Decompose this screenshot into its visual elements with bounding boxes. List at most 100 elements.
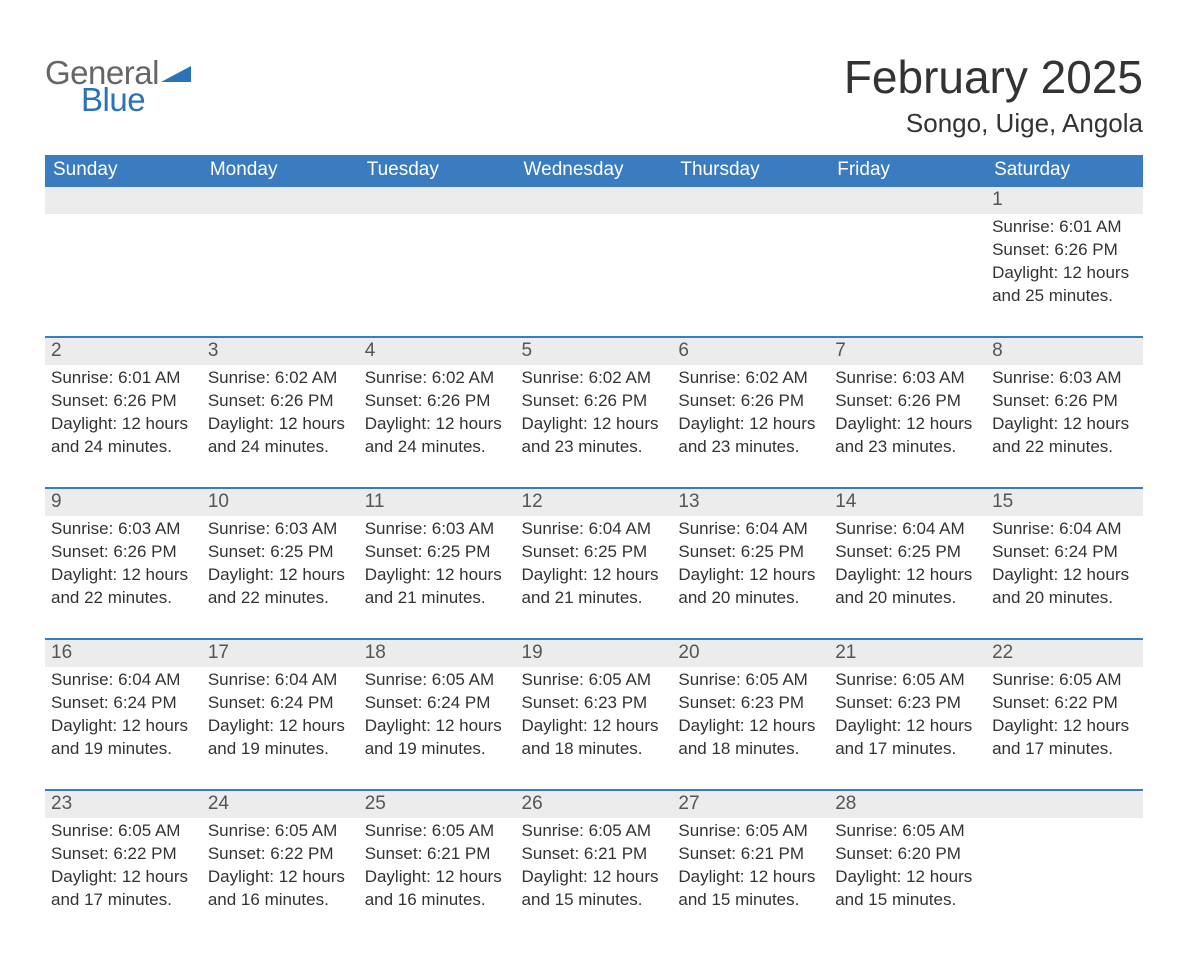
daylight-line-1: Daylight: 12 hours: [365, 564, 510, 587]
day-data-cell: Sunrise: 6:02 AMSunset: 6:26 PMDaylight:…: [202, 365, 359, 488]
daylight-line-2: and 20 minutes.: [992, 587, 1137, 610]
day-number-cell: 25: [359, 790, 516, 818]
sunset-line: Sunset: 6:22 PM: [992, 692, 1137, 715]
header-row: General Blue February 2025 Songo, Uige, …: [45, 50, 1143, 139]
daylight-line-1: Daylight: 12 hours: [51, 413, 196, 436]
daylight-line-1: Daylight: 12 hours: [522, 715, 667, 738]
day-number-cell: 5: [516, 337, 673, 365]
sunrise-line: Sunrise: 6:01 AM: [992, 216, 1137, 239]
sunrise-line: Sunrise: 6:02 AM: [208, 367, 353, 390]
sunset-line: Sunset: 6:25 PM: [208, 541, 353, 564]
daylight-line-2: and 15 minutes.: [522, 889, 667, 912]
month-year-title: February 2025: [844, 50, 1143, 104]
day-data-cell: Sunrise: 6:02 AMSunset: 6:26 PMDaylight:…: [516, 365, 673, 488]
daylight-line-1: Daylight: 12 hours: [835, 564, 980, 587]
sunrise-line: Sunrise: 6:03 AM: [835, 367, 980, 390]
day-data-cell: Sunrise: 6:04 AMSunset: 6:25 PMDaylight:…: [672, 516, 829, 639]
sunrise-line: Sunrise: 6:01 AM: [51, 367, 196, 390]
day-number-cell: [359, 187, 516, 214]
sunrise-line: Sunrise: 6:02 AM: [365, 367, 510, 390]
daylight-line-1: Daylight: 12 hours: [992, 715, 1137, 738]
daylight-line-1: Daylight: 12 hours: [992, 262, 1137, 285]
day-number-cell: 21: [829, 639, 986, 667]
day-number-cell: 27: [672, 790, 829, 818]
day-number-cell: 3: [202, 337, 359, 365]
daylight-line-2: and 23 minutes.: [835, 436, 980, 459]
sunset-line: Sunset: 6:24 PM: [208, 692, 353, 715]
day-data-cell: [202, 214, 359, 337]
sunrise-line: Sunrise: 6:03 AM: [51, 518, 196, 541]
title-block: February 2025 Songo, Uige, Angola: [844, 50, 1143, 139]
day-number-cell: 17: [202, 639, 359, 667]
daylight-line-2: and 15 minutes.: [678, 889, 823, 912]
day-number-cell: 28: [829, 790, 986, 818]
week-daynum-row: 232425262728: [45, 790, 1143, 818]
daylight-line-1: Daylight: 12 hours: [208, 564, 353, 587]
daylight-line-1: Daylight: 12 hours: [992, 564, 1137, 587]
day-data-cell: Sunrise: 6:01 AMSunset: 6:26 PMDaylight:…: [986, 214, 1143, 337]
sunset-line: Sunset: 6:20 PM: [835, 843, 980, 866]
day-number-cell: 4: [359, 337, 516, 365]
day-data-cell: Sunrise: 6:03 AMSunset: 6:25 PMDaylight:…: [202, 516, 359, 639]
day-number-cell: 9: [45, 488, 202, 516]
day-number-cell: [202, 187, 359, 214]
sunset-line: Sunset: 6:21 PM: [678, 843, 823, 866]
sunset-line: Sunset: 6:26 PM: [835, 390, 980, 413]
sunset-line: Sunset: 6:26 PM: [208, 390, 353, 413]
day-data-cell: Sunrise: 6:05 AMSunset: 6:24 PMDaylight:…: [359, 667, 516, 790]
day-data-cell: [829, 214, 986, 337]
sunset-line: Sunset: 6:24 PM: [365, 692, 510, 715]
day-data-cell: [672, 214, 829, 337]
sunset-line: Sunset: 6:23 PM: [678, 692, 823, 715]
day-number-cell: [986, 790, 1143, 818]
sunset-line: Sunset: 6:26 PM: [51, 390, 196, 413]
day-number-cell: 7: [829, 337, 986, 365]
day-number-cell: 14: [829, 488, 986, 516]
daylight-line-1: Daylight: 12 hours: [51, 715, 196, 738]
sunset-line: Sunset: 6:22 PM: [208, 843, 353, 866]
weekday-header: Thursday: [672, 155, 829, 187]
sunset-line: Sunset: 6:23 PM: [835, 692, 980, 715]
week-data-row: Sunrise: 6:05 AMSunset: 6:22 PMDaylight:…: [45, 818, 1143, 940]
day-data-cell: Sunrise: 6:03 AMSunset: 6:25 PMDaylight:…: [359, 516, 516, 639]
week-daynum-row: 16171819202122: [45, 639, 1143, 667]
sunrise-line: Sunrise: 6:03 AM: [992, 367, 1137, 390]
daylight-line-2: and 24 minutes.: [208, 436, 353, 459]
day-data-cell: Sunrise: 6:05 AMSunset: 6:20 PMDaylight:…: [829, 818, 986, 940]
day-data-cell: Sunrise: 6:02 AMSunset: 6:26 PMDaylight:…: [672, 365, 829, 488]
sunrise-line: Sunrise: 6:03 AM: [208, 518, 353, 541]
sunset-line: Sunset: 6:21 PM: [365, 843, 510, 866]
day-data-cell: [516, 214, 673, 337]
calendar-table: Sunday Monday Tuesday Wednesday Thursday…: [45, 155, 1143, 940]
day-number-cell: 23: [45, 790, 202, 818]
week-data-row: Sunrise: 6:01 AMSunset: 6:26 PMDaylight:…: [45, 214, 1143, 337]
daylight-line-1: Daylight: 12 hours: [835, 413, 980, 436]
day-data-cell: Sunrise: 6:04 AMSunset: 6:24 PMDaylight:…: [45, 667, 202, 790]
daylight-line-2: and 18 minutes.: [678, 738, 823, 761]
daylight-line-2: and 20 minutes.: [835, 587, 980, 610]
sunrise-line: Sunrise: 6:05 AM: [365, 820, 510, 843]
day-number-cell: 11: [359, 488, 516, 516]
day-number-cell: 6: [672, 337, 829, 365]
daylight-line-2: and 24 minutes.: [365, 436, 510, 459]
daylight-line-1: Daylight: 12 hours: [208, 715, 353, 738]
day-data-cell: Sunrise: 6:05 AMSunset: 6:23 PMDaylight:…: [516, 667, 673, 790]
daylight-line-1: Daylight: 12 hours: [365, 413, 510, 436]
daylight-line-2: and 19 minutes.: [51, 738, 196, 761]
day-number-cell: 15: [986, 488, 1143, 516]
daylight-line-2: and 17 minutes.: [51, 889, 196, 912]
daylight-line-1: Daylight: 12 hours: [522, 413, 667, 436]
sunrise-line: Sunrise: 6:04 AM: [678, 518, 823, 541]
day-data-cell: Sunrise: 6:05 AMSunset: 6:21 PMDaylight:…: [516, 818, 673, 940]
sunrise-line: Sunrise: 6:05 AM: [835, 820, 980, 843]
day-number-cell: 22: [986, 639, 1143, 667]
day-number-cell: 19: [516, 639, 673, 667]
day-data-cell: Sunrise: 6:02 AMSunset: 6:26 PMDaylight:…: [359, 365, 516, 488]
sunset-line: Sunset: 6:26 PM: [992, 390, 1137, 413]
sunset-line: Sunset: 6:26 PM: [365, 390, 510, 413]
day-data-cell: Sunrise: 6:04 AMSunset: 6:25 PMDaylight:…: [516, 516, 673, 639]
week-daynum-row: 1: [45, 187, 1143, 214]
day-number-cell: 26: [516, 790, 673, 818]
sunrise-line: Sunrise: 6:05 AM: [522, 669, 667, 692]
daylight-line-1: Daylight: 12 hours: [365, 715, 510, 738]
